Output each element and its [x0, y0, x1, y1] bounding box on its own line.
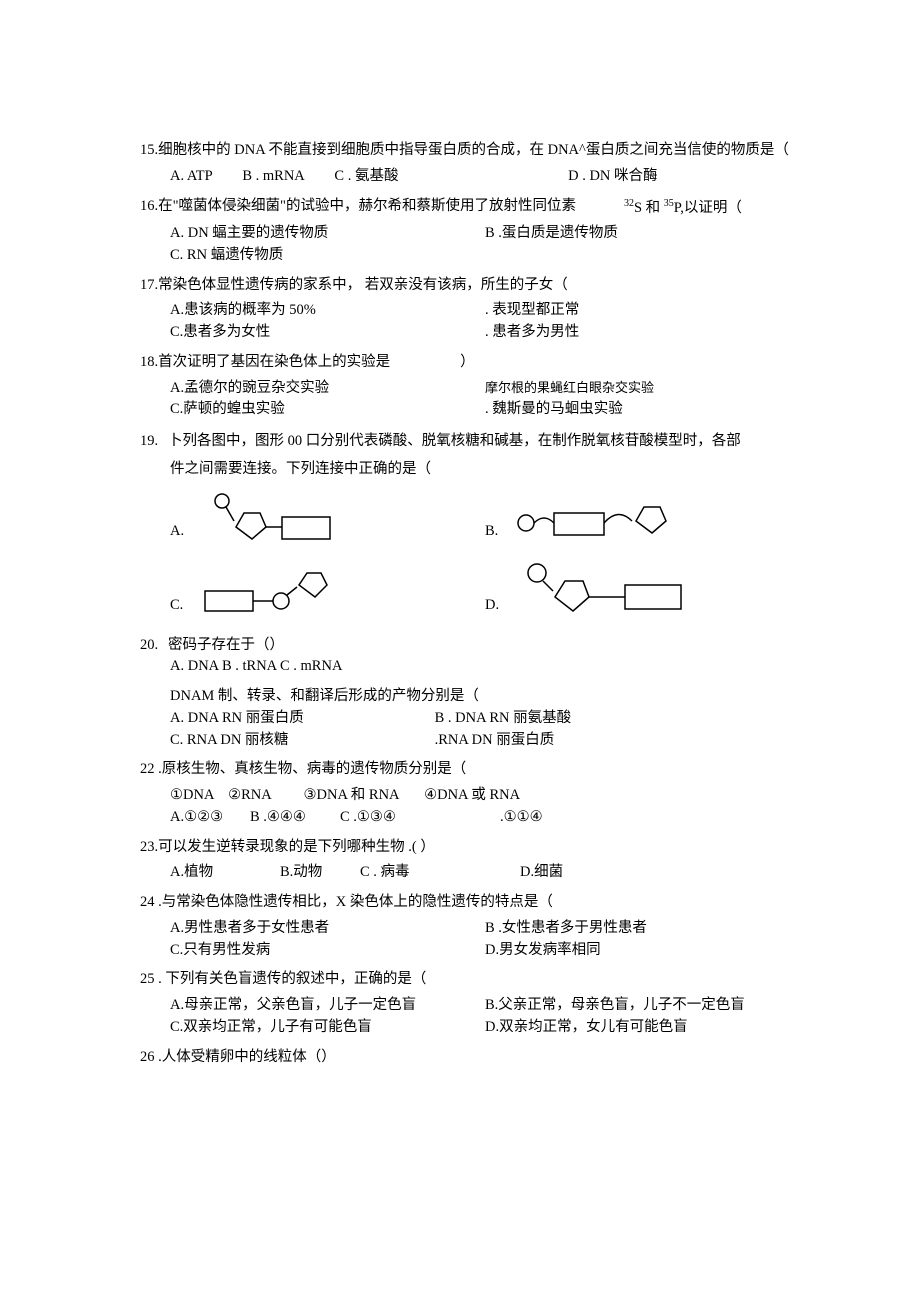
q17-stem: 17.常染色体显性遗传病的家系中， 若双亲没有该病，所生的子女（	[140, 275, 800, 297]
question-21: DNAM 制、转录、和翻译后形成的产物分别是（ A. DNA RN 丽蛋白质 B…	[140, 686, 800, 751]
q18-opt-b: 摩尔根的果蝇红白眼杂交实验	[485, 378, 800, 400]
q25-options: A.母亲正常，父亲色盲，儿子一定色盲 B.父亲正常，母亲色盲，儿子不一定色盲 C…	[170, 995, 800, 1039]
q15-opt-b: B . mRNA	[242, 168, 304, 184]
question-16: 16.在"噬菌体侵染细菌"的试验中，赫尔希和蔡斯使用了放射性同位素 32S 和 …	[140, 196, 800, 267]
question-22: 22 .原核生物、真核生物、病毒的遗传物质分别是（ ①DNA ②RNA ③DNA…	[140, 759, 800, 828]
q18-opt-c: C.萨顿的蝗虫实验	[170, 399, 485, 421]
q21-opt-b: B . DNA RN 丽氨基酸	[435, 708, 800, 730]
q21-opt-d: .RNA DN 丽蛋白质	[435, 730, 800, 752]
q23-opt-b: B.动物	[280, 862, 360, 884]
question-20: 20. 密码子存在于（） A. DNA B . tRNA C . mRNA	[140, 635, 800, 679]
diagram-a-icon	[200, 491, 340, 543]
q16-opt-c: C. RN 蝠遗传物质	[170, 245, 485, 267]
q19-figures-row2: C. D.	[170, 561, 800, 617]
q25-opt-d: D.双亲均正常，女儿有可能色盲	[485, 1017, 800, 1039]
q15-opt-c: C . 氨基酸	[334, 168, 398, 184]
q24-opt-c: C.只有男性发病	[170, 940, 485, 962]
question-25: 25 . 下列有关色盲遗传的叙述中，正确的是（ A.母亲正常，父亲色盲，儿子一定…	[140, 969, 800, 1038]
q24-stem: 24 .与常染色体隐性遗传相比，X 染色体上的隐性遗传的特点是（	[140, 892, 800, 914]
q23-opt-d: D.细菌	[520, 862, 563, 884]
question-17: 17.常染色体显性遗传病的家系中， 若双亲没有该病，所生的子女（ A.患该病的概…	[140, 275, 800, 344]
q20-num: 20.	[140, 635, 168, 657]
q16-stem-part2: 32S 和 35P,以证明（	[624, 196, 742, 220]
q22-opt-c: C .①③④	[340, 807, 500, 829]
question-26: 26 .人体受精卵中的线粒体（）	[140, 1047, 800, 1069]
q18-opt-a: A.孟德尔的豌豆杂交实验	[170, 378, 485, 400]
q21-opt-a: A. DNA RN 丽蛋白质	[170, 708, 435, 730]
q19-stem-line1: 卜列各图中，图形 00 口分别代表磷酸、脱氧核糖和碱基，在制作脱氧核苷酸模型时，…	[168, 431, 741, 453]
q16-opt-b: B .蛋白质是遗传物质	[485, 223, 800, 245]
q16-options: A. DN 蝠主要的遗传物质 B .蛋白质是遗传物质 C. RN 蝠遗传物质	[170, 223, 800, 267]
q24-opt-d: D.男女发病率相同	[485, 940, 800, 962]
q19-stem-line2: 件之间需要连接。下列连接中正确的是（	[170, 459, 800, 481]
q17-options: A.患该病的概率为 50% . 表现型都正常 C.患者多为女性 . 患者多为男性	[170, 300, 800, 344]
q23-opt-c: C . 病毒	[360, 862, 520, 884]
q21-opt-c: C. RNA DN 丽核糖	[170, 730, 435, 752]
q18-opt-d: . 魏斯曼的马蛔虫实验	[485, 399, 800, 421]
q16-opt-a: A. DN 蝠主要的遗传物质	[170, 223, 485, 245]
q25-opt-b: B.父亲正常，母亲色盲，儿子不一定色盲	[485, 995, 800, 1017]
q15-opt-a: A. ATP	[170, 168, 213, 184]
q22-opt-d: .①①④	[500, 807, 543, 829]
q15-opt-d: D . DN 咪合酶	[568, 168, 657, 184]
q19-fig-b: B.	[485, 495, 800, 543]
q16-stem-part1: 16.在"噬菌体侵染细菌"的试验中，赫尔希和蔡斯使用了放射性同位素	[140, 196, 576, 220]
q23-stem: 23.可以发生逆转录现象的是下列哪种生物 .( ）	[140, 837, 800, 859]
q21-options: A. DNA RN 丽蛋白质 B . DNA RN 丽氨基酸 C. RNA DN…	[170, 708, 800, 752]
q22-opt-a: A.①②③	[170, 807, 250, 829]
q21-stem: DNAM 制、转录、和翻译后形成的产物分别是（	[170, 686, 800, 708]
q19-fig-c: C.	[170, 567, 485, 617]
q19-fig-a: A.	[170, 491, 485, 543]
q22-stem: 22 .原核生物、真核生物、病毒的遗传物质分别是（	[140, 759, 800, 781]
q26-stem: 26 .人体受精卵中的线粒体（）	[140, 1047, 800, 1069]
q24-opt-b: B .女性患者多于男性患者	[485, 918, 800, 940]
q22-options: A.①②③ B .④④④ C .①③④ .①①④	[170, 807, 800, 829]
diagram-d-icon	[515, 561, 695, 617]
question-15: 15.细胞核中的 DNA 不能直接到细胞质中指导蛋白质的合成，在 DNA^蛋白质…	[140, 140, 800, 188]
q24-opt-a: A.男性患者多于女性患者	[170, 918, 485, 940]
q25-stem: 25 . 下列有关色盲遗传的叙述中，正确的是（	[140, 969, 800, 991]
q23-options: A.植物 B.动物 C . 病毒 D.细菌	[170, 862, 800, 884]
q18-stem: 18.首次证明了基因在染色体上的实验是 ）	[140, 352, 800, 374]
q23-opt-a: A.植物	[170, 862, 280, 884]
q15-options: A. ATP B . mRNA C . 氨基酸 D . DN 咪合酶	[170, 166, 800, 188]
q17-opt-c: C.患者多为女性	[170, 322, 485, 344]
q18-options: A.孟德尔的豌豆杂交实验 摩尔根的果蝇红白眼杂交实验 C.萨顿的蝗虫实验 . 魏…	[170, 378, 800, 422]
question-18: 18.首次证明了基因在染色体上的实验是 ） A.孟德尔的豌豆杂交实验 摩尔根的果…	[140, 352, 800, 421]
q24-options: A.男性患者多于女性患者 B .女性患者多于男性患者 C.只有男性发病 D.男女…	[170, 918, 800, 962]
q25-opt-c: C.双亲均正常，儿子有可能色盲	[170, 1017, 485, 1039]
q20-stem: 密码子存在于（）	[168, 635, 284, 657]
q17-opt-a: A.患该病的概率为 50%	[170, 300, 485, 322]
diagram-c-icon	[199, 567, 349, 617]
q15-stem: 15.细胞核中的 DNA 不能直接到细胞质中指导蛋白质的合成，在 DNA^蛋白质…	[140, 140, 800, 162]
q19-num: 19.	[140, 431, 168, 453]
q17-opt-b: . 表现型都正常	[485, 300, 800, 322]
q20-options: A. DNA B . tRNA C . mRNA	[170, 656, 800, 678]
q22-numbers: ①DNA ②RNA ③DNA 和 RNA ④DNA 或 RNA	[170, 785, 800, 807]
diagram-b-icon	[514, 495, 684, 543]
question-19: 19. 卜列各图中，图形 00 口分别代表磷酸、脱氧核糖和碱基，在制作脱氧核苷酸…	[140, 431, 800, 617]
q19-fig-d: D.	[485, 561, 800, 617]
q16-stem: 16.在"噬菌体侵染细菌"的试验中，赫尔希和蔡斯使用了放射性同位素 32S 和 …	[140, 196, 800, 220]
q17-opt-d: . 患者多为男性	[485, 322, 800, 344]
q19-figures-row1: A. B.	[170, 491, 800, 543]
question-24: 24 .与常染色体隐性遗传相比，X 染色体上的隐性遗传的特点是（ A.男性患者多…	[140, 892, 800, 961]
q25-opt-a: A.母亲正常，父亲色盲，儿子一定色盲	[170, 995, 485, 1017]
question-23: 23.可以发生逆转录现象的是下列哪种生物 .( ） A.植物 B.动物 C . …	[140, 837, 800, 885]
q22-opt-b: B .④④④	[250, 807, 340, 829]
